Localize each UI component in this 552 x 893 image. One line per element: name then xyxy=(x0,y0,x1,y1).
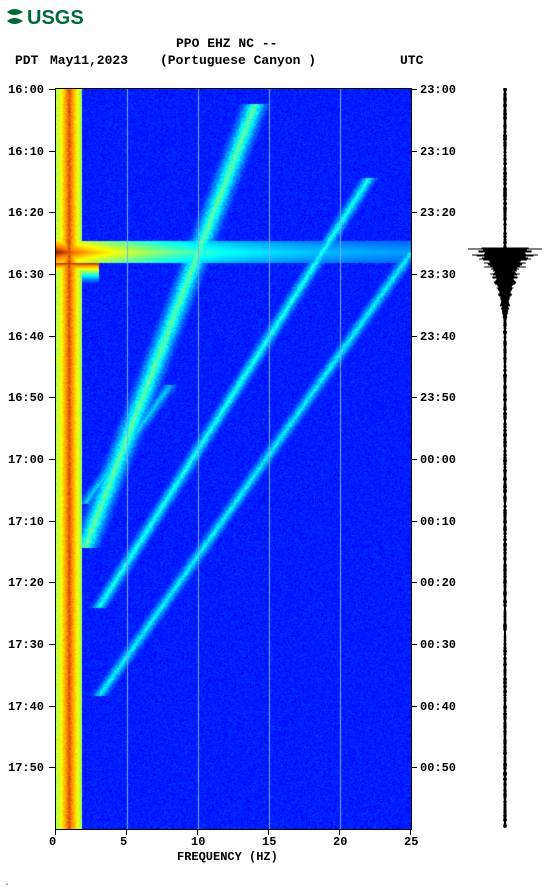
utc-tick-00:30: 00:30 xyxy=(420,638,456,652)
pdt-tick-17:50: 17:50 xyxy=(8,761,44,775)
hz-tick-0: 0 xyxy=(49,835,56,849)
right-tz-label: UTC xyxy=(400,53,423,68)
utc-tick-23:40: 23:40 xyxy=(420,330,456,344)
utc-tick-23:10: 23:10 xyxy=(420,145,456,159)
spectrogram-heatmap xyxy=(56,89,411,829)
pdt-tick-16:00: 16:00 xyxy=(8,83,44,97)
utc-tick-23:50: 23:50 xyxy=(420,391,456,405)
utc-tick-00:10: 00:10 xyxy=(420,515,456,529)
pdt-tick-16:30: 16:30 xyxy=(8,268,44,282)
hz-tick-10: 10 xyxy=(191,835,205,849)
pdt-tick-17:40: 17:40 xyxy=(8,700,44,714)
pdt-tick-16:20: 16:20 xyxy=(8,206,44,220)
hz-tick-25: 25 xyxy=(404,835,418,849)
spectrogram-plot xyxy=(55,88,412,830)
utc-tick-00:20: 00:20 xyxy=(420,576,456,590)
utc-tick-00:00: 00:00 xyxy=(420,453,456,467)
hz-tick-15: 15 xyxy=(262,835,276,849)
pdt-tick-17:30: 17:30 xyxy=(8,638,44,652)
utc-tick-23:30: 23:30 xyxy=(420,268,456,282)
hz-tick-5: 5 xyxy=(120,835,127,849)
pdt-tick-17:10: 17:10 xyxy=(8,515,44,529)
pdt-tick-17:20: 17:20 xyxy=(8,576,44,590)
utc-tick-23:20: 23:20 xyxy=(420,206,456,220)
pdt-tick-16:40: 16:40 xyxy=(8,330,44,344)
left-tz-label: PDT xyxy=(15,53,38,68)
hz-tick-20: 20 xyxy=(333,835,347,849)
utc-tick-23:00: 23:00 xyxy=(420,83,456,97)
utc-tick-00:50: 00:50 xyxy=(420,761,456,775)
pdt-tick-16:50: 16:50 xyxy=(8,391,44,405)
station-code: PPO EHZ NC -- xyxy=(176,36,277,51)
x-axis-label: FREQUENCY (HZ) xyxy=(177,850,278,864)
usgs-logo: USGS xyxy=(6,4,106,30)
footer-mark: . xyxy=(4,878,10,889)
svg-text:USGS: USGS xyxy=(27,7,84,29)
date-label: May11,2023 xyxy=(50,53,128,68)
amplitude-trace xyxy=(468,88,542,828)
pdt-tick-17:00: 17:00 xyxy=(8,453,44,467)
station-name: (Portuguese Canyon ) xyxy=(160,53,316,68)
pdt-tick-16:10: 16:10 xyxy=(8,145,44,159)
utc-tick-00:40: 00:40 xyxy=(420,700,456,714)
